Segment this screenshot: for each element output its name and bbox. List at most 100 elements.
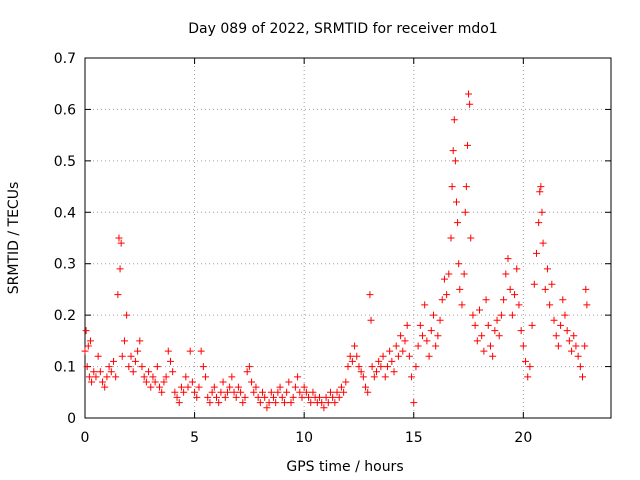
data-point-marker	[188, 378, 196, 386]
data-point-marker	[421, 301, 429, 309]
data-point-marker	[340, 388, 348, 396]
data-point-marker	[563, 327, 571, 335]
data-point-marker	[81, 347, 89, 355]
data-point-marker	[199, 363, 207, 371]
data-point-marker	[368, 363, 376, 371]
data-point-marker	[570, 332, 578, 340]
data-point-marker	[565, 337, 573, 345]
data-point-marker	[138, 363, 146, 371]
data-point-marker	[484, 321, 492, 329]
data-point-marker	[101, 383, 109, 391]
y-tick-label: 0.1	[54, 360, 76, 376]
data-point-marker	[269, 393, 277, 401]
data-point-marker	[175, 399, 183, 407]
data-point-marker	[226, 383, 234, 391]
data-point-marker	[326, 388, 334, 396]
data-point-marker	[364, 388, 372, 396]
data-point-marker	[397, 332, 405, 340]
data-point-marker	[300, 383, 308, 391]
data-point-marker	[462, 183, 470, 191]
data-point-marker	[206, 399, 214, 407]
data-point-marker	[166, 357, 174, 365]
data-point-marker	[261, 393, 269, 401]
data-point-marker	[156, 383, 164, 391]
data-point-marker	[353, 352, 361, 360]
data-point-marker	[129, 368, 137, 376]
data-point-marker	[182, 373, 190, 381]
data-point-marker	[82, 327, 90, 335]
data-point-marker	[546, 301, 554, 309]
data-point-marker	[322, 393, 330, 401]
data-point-marker	[145, 368, 153, 376]
data-point-marker	[267, 388, 275, 396]
data-point-marker	[372, 368, 380, 376]
data-point-marker	[147, 383, 155, 391]
data-point-marker	[552, 332, 560, 340]
data-point-marker	[480, 347, 488, 355]
data-point-marker	[191, 388, 199, 396]
data-point-marker	[465, 90, 473, 98]
data-point-marker	[337, 383, 345, 391]
data-point-marker	[572, 342, 580, 350]
data-point-marker	[388, 357, 396, 365]
data-point-marker	[432, 342, 440, 350]
data-point-marker	[96, 368, 104, 376]
data-point-marker	[184, 383, 192, 391]
data-point-marker	[451, 157, 459, 165]
data-point-marker	[298, 393, 306, 401]
x-tick-label: 20	[514, 430, 532, 446]
data-point-marker	[508, 311, 516, 319]
y-tick-label: 0.2	[54, 308, 76, 324]
data-point-marker	[142, 378, 150, 386]
data-point-marker	[127, 352, 135, 360]
data-point-marker	[403, 321, 411, 329]
data-point-marker	[535, 219, 543, 227]
data-point-marker	[434, 332, 442, 340]
data-point-marker	[410, 399, 418, 407]
data-point-marker	[307, 399, 315, 407]
data-point-marker	[248, 378, 256, 386]
data-point-marker	[296, 388, 304, 396]
data-point-marker	[543, 265, 551, 273]
data-point-marker	[112, 373, 120, 381]
data-point-marker	[456, 285, 464, 293]
data-point-marker	[164, 347, 172, 355]
data-point-marker	[335, 393, 343, 401]
data-point-marker	[180, 388, 188, 396]
data-point-marker	[511, 291, 519, 299]
data-point-marker	[333, 388, 341, 396]
data-point-marker	[515, 301, 523, 309]
data-point-marker	[367, 316, 375, 324]
data-point-marker	[318, 399, 326, 407]
data-point-marker	[447, 234, 455, 242]
data-point-marker	[390, 368, 398, 376]
data-point-marker	[204, 393, 212, 401]
data-point-marker	[412, 363, 420, 371]
data-point-marker	[217, 388, 225, 396]
data-point-marker	[495, 332, 503, 340]
data-point-marker	[195, 383, 203, 391]
y-tick-label: 0.6	[54, 102, 76, 118]
data-point-marker	[221, 393, 229, 401]
data-point-marker	[489, 352, 497, 360]
data-point-marker	[88, 378, 96, 386]
y-tick-label: 0.4	[54, 205, 76, 221]
data-point-marker	[528, 321, 536, 329]
data-point-marker	[559, 296, 567, 304]
data-point-marker	[305, 393, 313, 401]
data-point-marker	[557, 321, 565, 329]
data-point-marker	[467, 234, 475, 242]
data-point-marker	[568, 347, 576, 355]
data-point-marker	[291, 383, 299, 391]
x-tick-label: 5	[190, 430, 199, 446]
data-markers	[81, 90, 591, 412]
data-point-marker	[243, 368, 251, 376]
data-point-marker	[94, 352, 102, 360]
data-point-marker	[473, 337, 481, 345]
data-point-marker	[438, 296, 446, 304]
plot-frame	[84, 57, 612, 419]
data-point-marker	[90, 368, 98, 376]
y-tick-label: 0.5	[54, 154, 76, 170]
data-point-marker	[471, 321, 479, 329]
data-point-marker	[416, 321, 424, 329]
